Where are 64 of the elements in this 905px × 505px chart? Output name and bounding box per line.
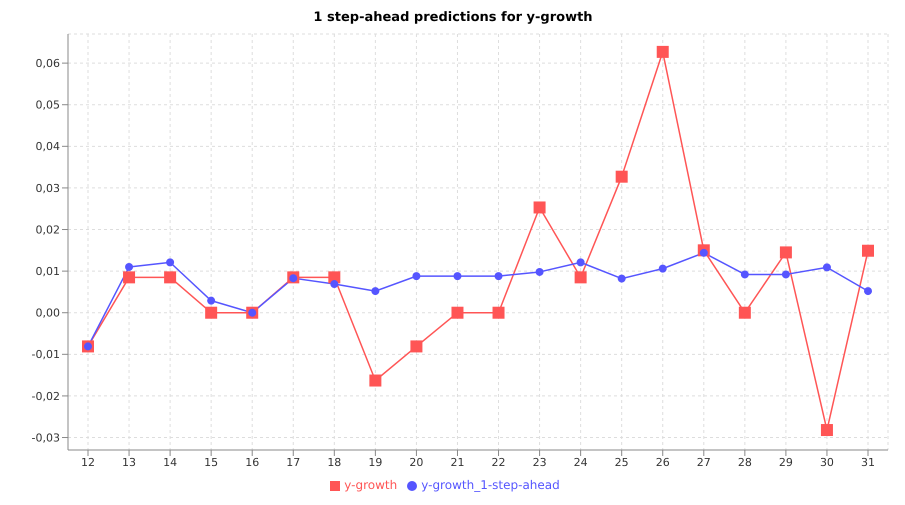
y-tick-label: 0,03 [36, 182, 60, 195]
x-tick-label: 21 [450, 456, 464, 469]
x-tick-label: 28 [738, 456, 752, 469]
point [123, 271, 136, 284]
point [822, 263, 831, 272]
point [492, 306, 505, 319]
point [618, 274, 626, 283]
point [576, 258, 585, 266]
x-tick-label: 27 [696, 456, 711, 469]
point [864, 287, 872, 296]
y-tick-label: 0,05 [36, 98, 60, 112]
x-tick-label: 22 [492, 456, 506, 469]
point [207, 296, 216, 305]
point [330, 280, 338, 288]
point [658, 264, 667, 273]
point [412, 272, 420, 280]
x-tick-label: 18 [327, 456, 342, 469]
point [410, 340, 422, 352]
y-tick-label: -0,02 [32, 390, 60, 403]
point [782, 270, 790, 278]
x-tick-label: 26 [656, 456, 670, 469]
x-tick-label: 30 [820, 456, 834, 469]
point [453, 272, 462, 280]
point [205, 306, 218, 319]
x-tick-label: 13 [122, 456, 136, 469]
y-tick-label: 0,06 [36, 57, 60, 70]
y-tick-label: 0,02 [36, 223, 60, 236]
point [369, 374, 382, 387]
point [371, 287, 380, 296]
x-tick-label: 16 [245, 456, 260, 469]
y-tick-label: 0,01 [36, 265, 60, 278]
x-tick-label: 14 [163, 456, 178, 469]
point [820, 424, 833, 436]
point [536, 268, 544, 276]
x-tick-label: 31 [861, 456, 875, 469]
point [451, 306, 464, 319]
point [780, 246, 792, 258]
point [494, 272, 503, 280]
x-tick-label: 23 [532, 456, 547, 469]
y-tick-label: -0,01 [32, 348, 60, 362]
point [574, 271, 587, 284]
point [616, 170, 628, 183]
point [738, 306, 751, 319]
point [166, 258, 174, 266]
chart-title: 1 step-ahead predictions for y-growth [312, 9, 594, 27]
y-tick-label: -0,03 [32, 431, 60, 444]
x-tick-label: 20 [409, 456, 424, 469]
x-tick-label: 12 [81, 456, 95, 469]
x-tick-label: 19 [368, 456, 382, 469]
point [125, 262, 134, 271]
point [164, 271, 176, 284]
x-tick-label: 15 [204, 456, 218, 469]
y-tick-label: 0,04 [36, 140, 60, 154]
point [656, 46, 669, 58]
x-tick-label: 25 [614, 456, 629, 469]
y-tick-label: 0,00 [36, 306, 60, 320]
point [534, 201, 546, 214]
legend-label: y-growth_1-step-ahead [421, 478, 560, 492]
point [740, 270, 749, 278]
x-tick-label: 29 [778, 456, 793, 469]
point [862, 244, 874, 257]
legend-label: y-growth [344, 478, 398, 492]
x-tick-label: 24 [574, 456, 588, 469]
x-tick-label: 17 [286, 456, 300, 469]
